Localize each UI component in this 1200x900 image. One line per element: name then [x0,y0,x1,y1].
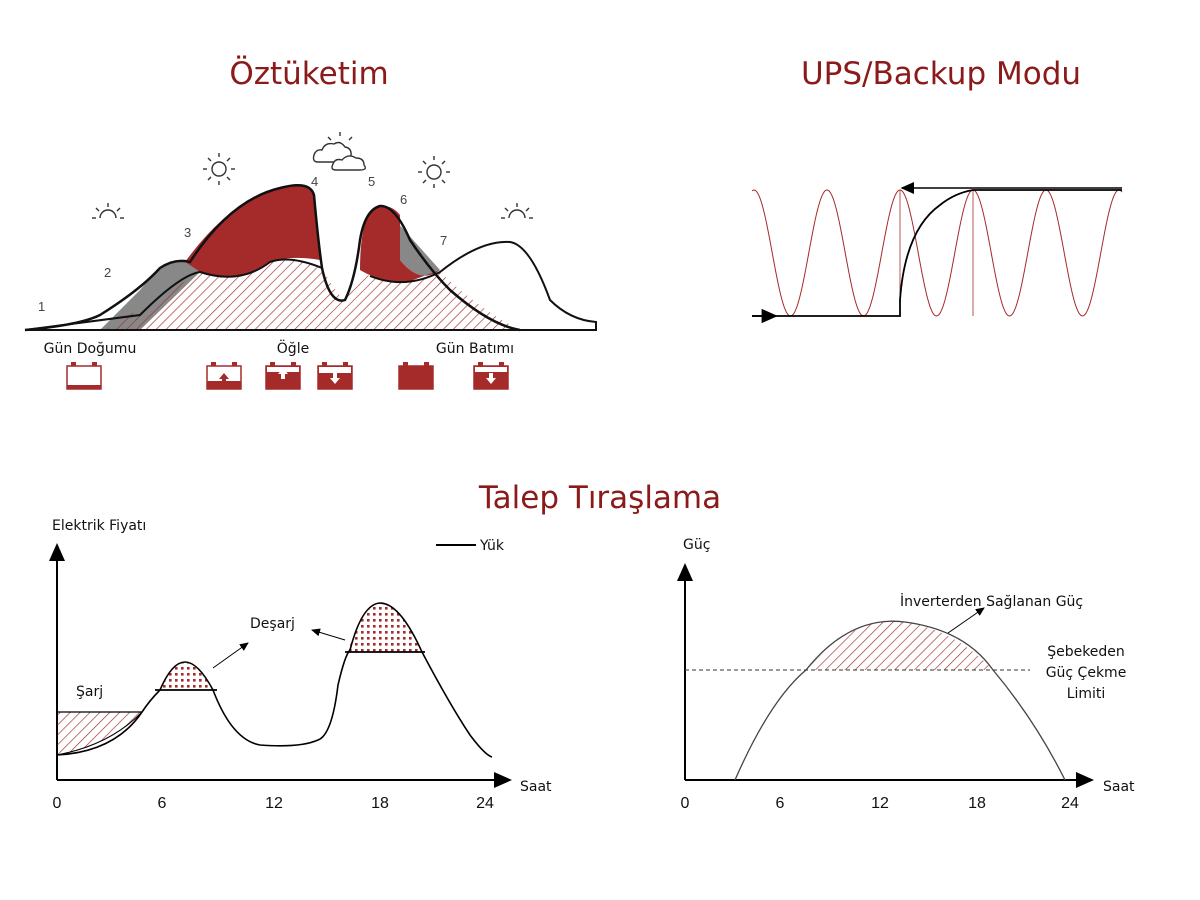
battery-discharging-icon-2 [473,362,509,390]
solar-grey-area-left [100,261,200,330]
x-tick-18: 18 [968,795,986,812]
limit-label-line-2: Güç Çekme [1046,665,1127,681]
battery-full-icon [398,362,434,390]
battery-voltage-line [752,189,1122,317]
x-tick-6: 6 [158,795,167,812]
inverter-hatched-area [806,620,993,670]
battery-empty-icon [66,362,102,390]
charge-label: Şarj [76,684,103,700]
discharge-arrow-2 [311,628,346,641]
x-tick-24: 24 [476,795,494,812]
ups-diagram [751,182,1123,324]
discharge-label: Deşarj [250,616,295,632]
x-tick-12: 12 [265,795,283,812]
noon-label: Öğle [277,339,309,357]
production-curve [24,183,521,332]
battery-charging-high-icon [265,362,301,390]
inverter-label: İnverterden Sağlanan Güç [900,592,1083,610]
peak-shaving-power-chart: Güç Saat 0 6 12 18 24 İnverterden Sağlan… [677,537,1135,812]
y-axis-label: Güç [683,537,710,553]
self-consumption-title: Öztüketim [229,55,388,92]
stage-number-3: 3 [184,225,191,240]
x-axis-label: Saat [1103,779,1135,795]
power-curve [734,620,1066,781]
sunrise-label: Gün Doğumu [44,341,137,357]
x-tick-0: 0 [53,795,62,812]
charge-hatched-area [56,711,144,756]
limit-label-line-3: Limiti [1067,686,1106,702]
stage-number-4: 4 [311,174,318,189]
discharge-arrow-1 [212,642,249,669]
battery-charge-area-right [360,205,440,283]
self-consumption-diagram: 1 2 3 4 5 6 7 [24,132,597,390]
x-tick-12: 12 [871,795,889,812]
grid-sine-wave [751,189,1123,317]
battery-charge-area-left [185,185,320,277]
cloud-sun-icon [312,132,367,171]
battery-charging-low-icon [206,362,242,390]
discharge-dotted-area-2 [348,603,422,652]
limit-label-line-1: Şebekeden [1047,644,1125,660]
load-curve [24,240,597,331]
stage-number-2: 2 [104,265,111,280]
sun-icon-afternoon [418,156,450,188]
ups-title: UPS/Backup Modu [801,56,1081,92]
sun-setting-icon [501,203,533,219]
x-tick-6: 6 [776,795,785,812]
battery-discharging-icon [317,362,353,390]
legend-label: Yük [479,538,505,554]
load-hatched-area [105,259,520,330]
stage-number-1: 1 [38,299,45,314]
x-axis-label: Saat [520,779,552,795]
sun-rising-icon [92,203,124,219]
stage-number-5: 5 [368,174,375,189]
x-tick-18: 18 [371,795,389,812]
peak-shaving-title: Talep Tıraşlama [478,480,721,516]
sun-icon [203,153,235,185]
y-axis-label: Elektrik Fiyatı [52,518,146,534]
inverter-arrow [947,607,985,634]
sunset-label: Gün Batımı [436,341,514,357]
x-tick-0: 0 [681,795,690,812]
x-tick-24: 24 [1061,795,1079,812]
peak-shaving-price-chart: Elektrik Fiyatı Saat 0 6 12 18 24 Yük Şa… [49,518,552,812]
stage-number-6: 6 [400,192,407,207]
stage-number-7: 7 [440,233,447,248]
